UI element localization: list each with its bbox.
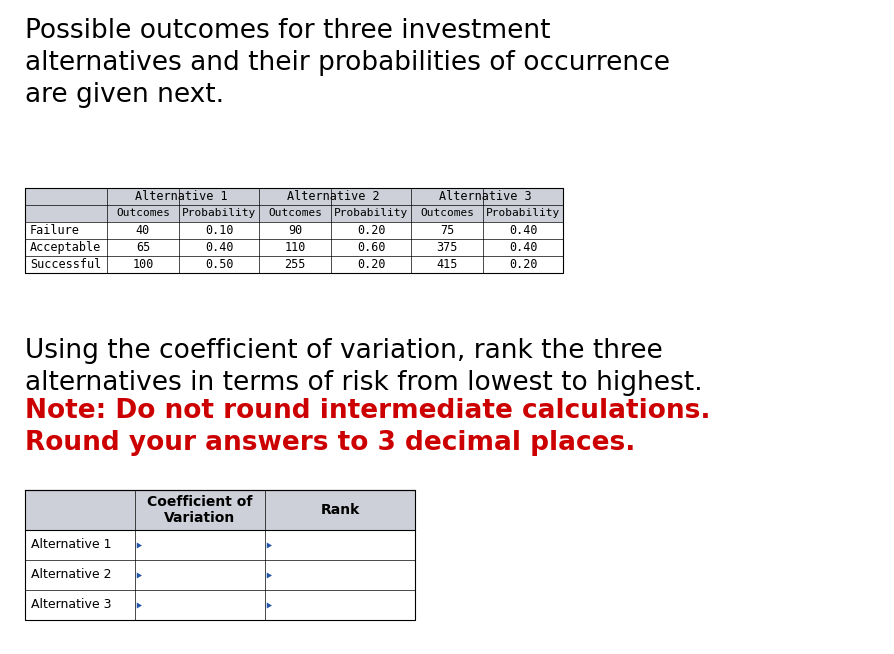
- Text: Outcomes: Outcomes: [420, 209, 474, 218]
- Text: Alternative 2: Alternative 2: [287, 190, 379, 203]
- Text: Alternative 1: Alternative 1: [135, 190, 227, 203]
- Text: 0.50: 0.50: [205, 258, 233, 271]
- Text: Successful: Successful: [30, 258, 101, 271]
- Text: Acceptable: Acceptable: [30, 241, 101, 254]
- Text: Alternative 3: Alternative 3: [31, 598, 112, 611]
- Bar: [25, 188, 563, 222]
- Text: Note: Do not round intermediate calculations.
Round your answers to 3 decimal pl: Note: Do not round intermediate calculat…: [25, 398, 711, 456]
- Text: Failure: Failure: [30, 224, 80, 237]
- Text: 0.40: 0.40: [509, 224, 537, 237]
- Text: 0.60: 0.60: [357, 241, 385, 254]
- Text: 415: 415: [436, 258, 458, 271]
- Bar: [25, 222, 563, 273]
- Text: Probability: Probability: [333, 209, 409, 218]
- Text: 75: 75: [440, 224, 454, 237]
- Bar: [25, 490, 415, 620]
- Text: 110: 110: [284, 241, 306, 254]
- Text: 0.20: 0.20: [357, 224, 385, 237]
- Bar: [25, 530, 415, 620]
- Text: Alternative 3: Alternative 3: [439, 190, 531, 203]
- Text: 65: 65: [136, 241, 150, 254]
- Text: 375: 375: [436, 241, 458, 254]
- Text: 255: 255: [284, 258, 306, 271]
- Text: Possible outcomes for three investment
alternatives and their probabilities of o: Possible outcomes for three investment a…: [25, 18, 670, 108]
- Text: Outcomes: Outcomes: [268, 209, 322, 218]
- Text: Using the coefficient of variation, rank the three
alternatives in terms of risk: Using the coefficient of variation, rank…: [25, 338, 703, 396]
- Text: Probability: Probability: [181, 209, 256, 218]
- Text: 0.20: 0.20: [509, 258, 537, 271]
- Text: 100: 100: [132, 258, 154, 271]
- Text: 0.10: 0.10: [205, 224, 233, 237]
- Text: Outcomes: Outcomes: [116, 209, 170, 218]
- Text: Rank: Rank: [320, 503, 359, 517]
- Text: Coefficient of
Variation: Coefficient of Variation: [148, 495, 253, 525]
- Text: 0.40: 0.40: [509, 241, 537, 254]
- Text: 40: 40: [136, 224, 150, 237]
- Text: 0.20: 0.20: [357, 258, 385, 271]
- Text: Alternative 2: Alternative 2: [31, 568, 112, 581]
- Bar: [25, 188, 563, 273]
- Bar: [25, 490, 415, 530]
- Text: Alternative 1: Alternative 1: [31, 538, 112, 551]
- Text: 90: 90: [288, 224, 302, 237]
- Text: Probability: Probability: [485, 209, 561, 218]
- Text: 0.40: 0.40: [205, 241, 233, 254]
